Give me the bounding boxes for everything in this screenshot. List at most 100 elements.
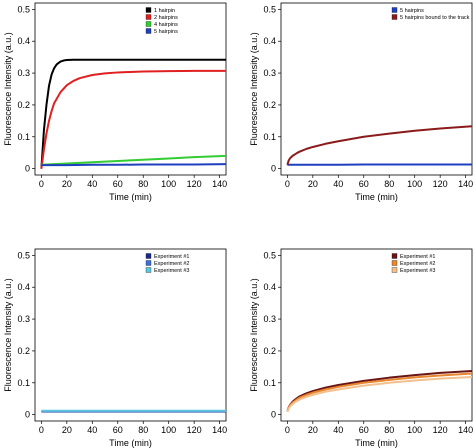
plot-frame: [280, 248, 473, 422]
x-tick-label: 120: [433, 425, 448, 435]
y-tick-label: 0.3: [263, 68, 276, 78]
x-tick-label: 100: [161, 179, 176, 189]
legend-swatch: [391, 260, 398, 266]
legend-label: 4 hairpins: [154, 22, 178, 28]
series-line-1: [40, 58, 226, 169]
plot-frame: [34, 248, 227, 422]
y-tick-label: 0.2: [263, 100, 276, 110]
y-tick-label: 0.1: [17, 132, 30, 142]
x-tick-label: 20: [62, 179, 72, 189]
legend-label: 5 hairpins: [400, 8, 424, 14]
y-axis-label: Fluorescence Intensity (a.u.): [249, 278, 259, 392]
legend-swatch: [391, 14, 398, 20]
chart-panel-4: 0 20 40 60 80 100 120 140 0 0.1 0.2 0.3 0.4 0.5 Time (…: [249, 248, 473, 448]
plot-frame: [280, 2, 473, 176]
chart-panel-2: 0 20 40 60 80 100 120 140 0 0.1 0.2 0.3 0.4 0.5 Time (…: [249, 2, 473, 202]
x-tick-label: 100: [407, 425, 422, 435]
legend-label: Experiment #2: [154, 261, 189, 267]
x-tick-label: 40: [333, 425, 343, 435]
x-tick-label: 40: [87, 179, 97, 189]
x-tick-label: 140: [458, 425, 473, 435]
y-tick-label: 0.1: [263, 378, 276, 388]
x-tick-label: 120: [187, 425, 202, 435]
chart-panel-3: 0 20 40 60 80 100 120 140 0 0.1 0.2 0.3 0.4 0.5 Time (…: [3, 248, 227, 448]
legend-label: Experiment #1: [154, 254, 189, 260]
y-tick-label: 0.3: [263, 314, 276, 324]
series-line-2: [286, 125, 472, 166]
legend-swatch: [145, 253, 152, 259]
x-tick-label: 80: [138, 179, 148, 189]
legend-swatch: [391, 267, 398, 273]
y-tick-label: 0.1: [17, 378, 30, 388]
x-tick-label: 20: [308, 425, 318, 435]
y-tick-label: 0.4: [17, 282, 30, 292]
x-tick-label: 40: [87, 425, 97, 435]
x-tick-label: 120: [187, 179, 202, 189]
x-tick-label: 80: [138, 425, 148, 435]
y-tick-label: 0.5: [17, 250, 30, 260]
y-tick-label: 0.1: [263, 132, 276, 142]
x-axis-label: Time (min): [355, 438, 398, 448]
legend-swatch: [145, 14, 152, 20]
x-tick-label: 140: [212, 179, 227, 189]
series-line-3: [41, 154, 226, 166]
x-tick-label: 0: [285, 179, 290, 189]
y-tick-label: 0.2: [17, 346, 30, 356]
legend-swatch: [145, 21, 152, 27]
y-tick-label: 0.4: [263, 282, 276, 292]
series-line-2: [40, 69, 226, 169]
legend-label: Experiment #1: [400, 254, 435, 260]
legend-label: 1 hairpin: [154, 8, 175, 14]
y-tick-label: 0.2: [17, 100, 30, 110]
x-tick-label: 140: [458, 179, 473, 189]
x-tick-label: 40: [333, 179, 343, 189]
y-tick-label: 0.4: [17, 36, 30, 46]
x-tick-label: 20: [308, 179, 318, 189]
legend-swatch: [391, 253, 398, 259]
x-tick-label: 140: [212, 425, 227, 435]
plot-frame: [34, 2, 227, 176]
chart-panel-1: 0 20 40 60 80 100 120 140 0 0.1 0.2 0.3 0.4 0.5 Time (…: [3, 2, 227, 202]
x-tick-label: 20: [62, 425, 72, 435]
legend-label: 2 hairpins: [154, 15, 178, 21]
legend-swatch: [145, 28, 152, 34]
legend-label: 5 hairpins bound to the track: [400, 15, 470, 21]
y-tick-label: 0.2: [263, 346, 276, 356]
legend-label: Experiment #3: [154, 268, 189, 274]
legend-label: 5 hairpins: [154, 29, 178, 35]
y-tick-label: 0.4: [263, 36, 276, 46]
y-tick-label: 0: [25, 164, 30, 174]
series-line-3: [286, 376, 472, 412]
x-tick-label: 80: [384, 179, 394, 189]
x-tick-label: 60: [113, 425, 123, 435]
legend-label: Experiment #3: [400, 268, 435, 274]
y-tick-label: 0.3: [17, 68, 30, 78]
x-tick-label: 60: [113, 179, 123, 189]
y-axis-label: Fluorescence Intensity (a.u.): [249, 32, 259, 146]
y-axis-label: Fluorescence Intensity (a.u.): [3, 278, 13, 392]
y-tick-label: 0: [271, 164, 276, 174]
y-tick-label: 0.5: [17, 4, 30, 14]
x-tick-label: 0: [39, 179, 44, 189]
y-tick-label: 0.3: [17, 314, 30, 324]
x-tick-label: 120: [433, 179, 448, 189]
y-tick-label: 0.5: [263, 4, 276, 14]
series-line-4: [41, 163, 226, 167]
x-axis-label: Time (min): [355, 192, 398, 202]
x-tick-label: 60: [359, 425, 369, 435]
x-tick-label: 100: [407, 179, 422, 189]
x-tick-label: 60: [359, 179, 369, 189]
legend-swatch: [145, 267, 152, 273]
legend-swatch: [391, 7, 398, 13]
x-tick-label: 100: [161, 425, 176, 435]
x-tick-label: 0: [285, 425, 290, 435]
y-tick-label: 0.5: [263, 250, 276, 260]
y-axis-label: Fluorescence Intensity (a.u.): [3, 32, 13, 146]
x-tick-label: 80: [384, 425, 394, 435]
legend-label: Experiment #2: [400, 261, 435, 267]
legend-swatch: [145, 260, 152, 266]
x-axis-label: Time (min): [109, 192, 152, 202]
legend-swatch: [145, 7, 152, 13]
x-axis-label: Time (min): [109, 438, 152, 448]
